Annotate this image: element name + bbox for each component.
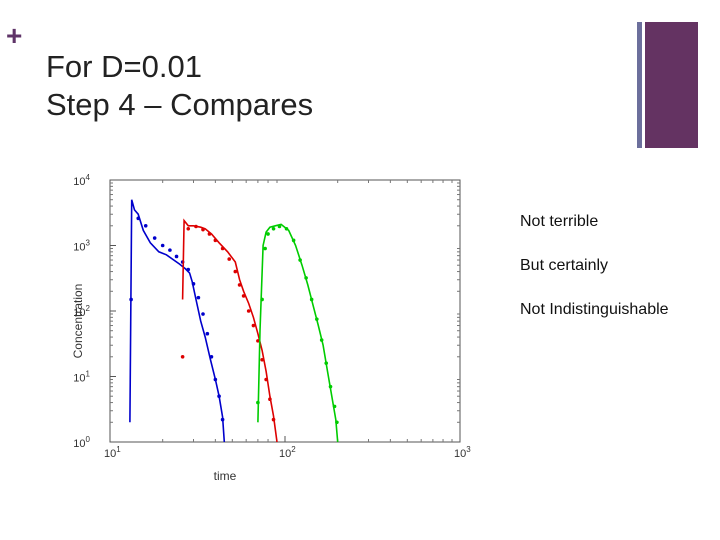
concentration-chart: 101 102 103 100 101 102 103 104 time Concentratio… bbox=[71, 173, 471, 483]
series-1-point bbox=[217, 394, 221, 399]
series-2-point bbox=[201, 227, 205, 232]
plot-frame bbox=[109, 179, 461, 443]
series-3-point bbox=[335, 420, 339, 425]
series-3-point bbox=[328, 384, 333, 389]
series-1-point bbox=[201, 312, 205, 316]
series-3-point bbox=[309, 297, 314, 302]
y-tick-label: 103 bbox=[73, 239, 90, 254]
series-3-point bbox=[315, 317, 319, 321]
series-1-point bbox=[160, 243, 165, 248]
note-item: Not Indistinguishable bbox=[520, 301, 669, 318]
series-2-point bbox=[220, 246, 225, 251]
series-2-point bbox=[233, 269, 238, 274]
series-2-point bbox=[256, 339, 260, 343]
series-1-point bbox=[205, 331, 210, 336]
y-tick-label: 100 bbox=[73, 435, 90, 450]
series-2-point bbox=[207, 232, 212, 236]
y-tick-label: 101 bbox=[73, 370, 90, 385]
series-1-point bbox=[136, 216, 141, 221]
series-3-point bbox=[298, 258, 302, 262]
series-3-point bbox=[332, 404, 337, 409]
y-tick-label: 104 bbox=[73, 173, 90, 188]
series-3-point bbox=[271, 226, 276, 231]
x-tick-label: 103 bbox=[454, 445, 471, 460]
series-2-point bbox=[180, 354, 185, 359]
x-tick-label: 101 bbox=[104, 445, 121, 460]
series-1-point bbox=[143, 223, 148, 228]
series-1-point bbox=[174, 254, 179, 259]
series-3-point bbox=[284, 226, 289, 231]
series-1-point bbox=[196, 295, 201, 300]
series-2-point bbox=[237, 283, 242, 287]
series-1-point bbox=[191, 282, 196, 286]
series-3-point bbox=[291, 238, 296, 243]
series-1-point bbox=[209, 354, 214, 359]
accent-bar-thick bbox=[645, 22, 698, 148]
series-2-point bbox=[260, 357, 264, 362]
slide-title: For D=0.01 Step 4 – Compares bbox=[46, 48, 313, 124]
series-2-point bbox=[213, 238, 218, 243]
series-3-point bbox=[266, 232, 270, 236]
series-3-point bbox=[256, 400, 260, 405]
series-2-point bbox=[186, 226, 191, 231]
series-3-point bbox=[324, 361, 329, 365]
series-1-point bbox=[152, 236, 157, 240]
series-3-point bbox=[319, 338, 324, 342]
series-3-point bbox=[260, 297, 264, 302]
series-3-point bbox=[304, 276, 308, 280]
notes-list: Not terrible But certainly Not Indisting… bbox=[520, 212, 669, 344]
series-2-point bbox=[194, 224, 198, 229]
series-2-point bbox=[241, 294, 246, 298]
series-1-point bbox=[213, 377, 218, 382]
series-3-point bbox=[263, 246, 267, 251]
note-item: But certainly bbox=[520, 257, 609, 274]
series-2-point bbox=[264, 377, 268, 382]
x-axis-label: time bbox=[214, 469, 237, 483]
y-tick-label: 102 bbox=[73, 304, 90, 319]
plus-icon: + bbox=[6, 20, 23, 51]
title-line-2: Step 4 – Compares bbox=[46, 87, 314, 122]
series-2-point bbox=[251, 323, 256, 328]
title-line-1: For D=0.01 bbox=[46, 49, 202, 84]
note-item: Not terrible bbox=[520, 213, 599, 230]
series-1-line bbox=[129, 199, 226, 443]
x-tick-label: 102 bbox=[279, 445, 296, 460]
series-1-point bbox=[220, 417, 225, 422]
series-1-point bbox=[168, 248, 172, 252]
series-3-point bbox=[277, 224, 282, 229]
series-2-point bbox=[268, 397, 272, 402]
series-3-line bbox=[257, 223, 339, 443]
series-1-point bbox=[129, 297, 133, 302]
series-2-point bbox=[227, 257, 232, 261]
y-axis-label: Concentration bbox=[71, 284, 85, 359]
accent-bar-thin bbox=[637, 22, 642, 148]
series-1-point bbox=[186, 267, 191, 272]
series-2-point bbox=[271, 417, 276, 422]
series-2-point bbox=[246, 309, 251, 313]
